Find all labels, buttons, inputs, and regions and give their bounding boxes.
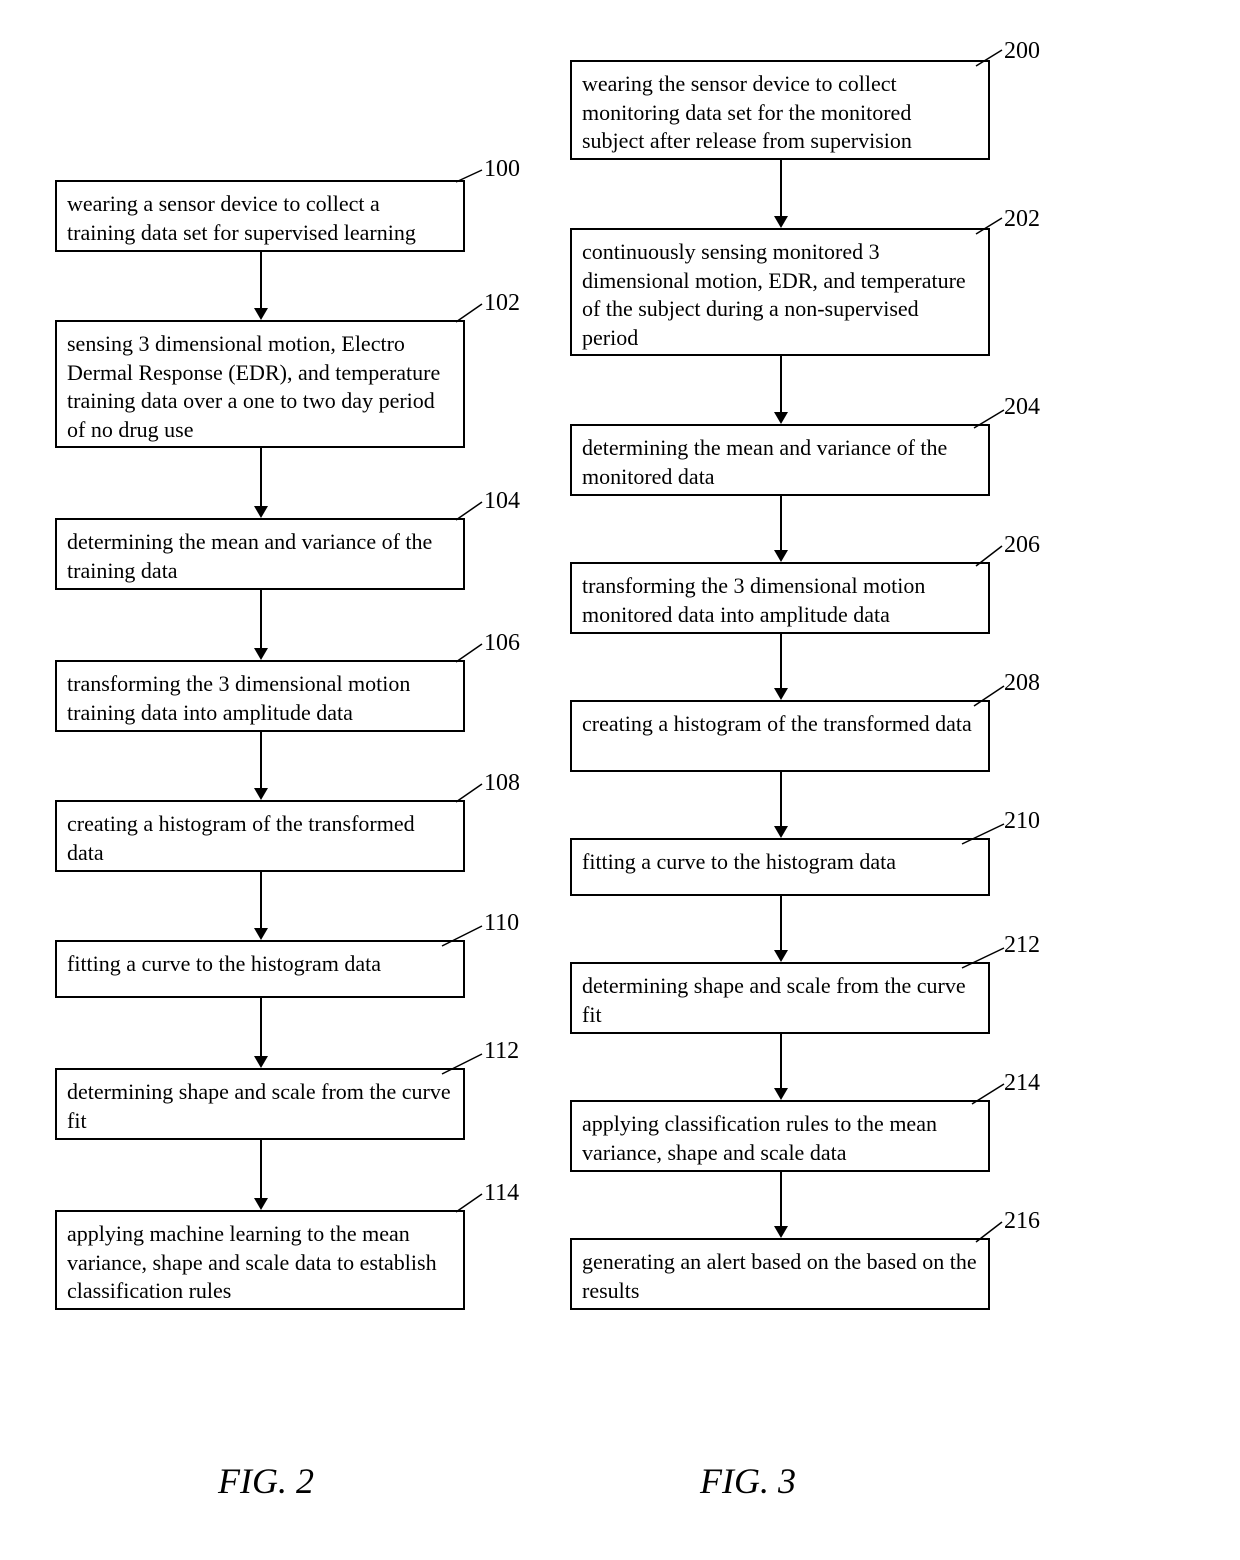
leader-line — [0, 0, 1240, 1560]
flow-arrow — [780, 896, 782, 950]
flow-arrow — [780, 160, 782, 216]
flow-arrow — [780, 496, 782, 550]
arrow-head-icon — [774, 1088, 788, 1100]
flow-arrow — [780, 1034, 782, 1088]
figure-caption: FIG. 3 — [700, 1460, 796, 1502]
arrow-head-icon — [774, 550, 788, 562]
flow-arrow — [780, 356, 782, 412]
arrow-head-icon — [774, 216, 788, 228]
arrow-head-icon — [774, 412, 788, 424]
flow-arrow — [780, 772, 782, 826]
arrow-head-icon — [774, 1226, 788, 1238]
arrow-head-icon — [774, 688, 788, 700]
flow-arrow — [780, 634, 782, 688]
arrow-head-icon — [774, 826, 788, 838]
diagram-canvas: wearing a sensor device to collect a tra… — [0, 0, 1240, 1560]
flow-arrow — [780, 1172, 782, 1226]
arrow-head-icon — [774, 950, 788, 962]
